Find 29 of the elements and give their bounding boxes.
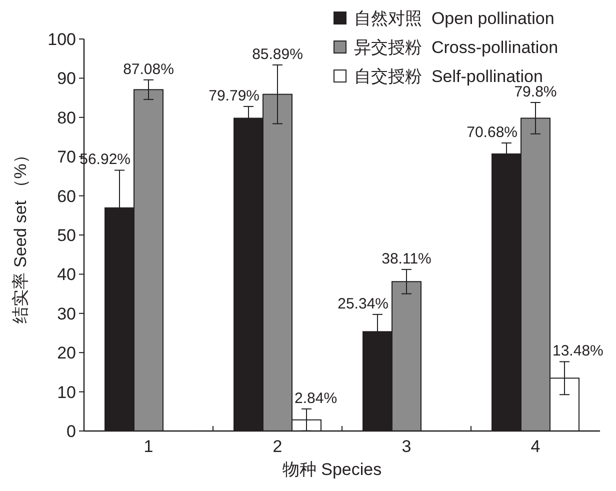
y-tick-label: 80 (57, 108, 76, 128)
x-tick-label: 4 (530, 437, 540, 456)
data-label: 38.11% (382, 250, 432, 268)
legend-label: 自然对照 Open pollination (354, 9, 554, 28)
legend-label: 自交授粉 Self-pollination (354, 67, 543, 86)
x-tick-label: 2 (272, 437, 282, 456)
y-tick-label: 60 (57, 186, 76, 206)
data-label: 79.8% (514, 84, 557, 101)
y-tick-label: 50 (57, 226, 76, 245)
data-label: 85.89% (252, 46, 303, 63)
y-axis-title: 结实率 Seed set （%） (11, 146, 30, 324)
y-tick-label: 90 (57, 69, 76, 88)
data-label: 79.79% (208, 87, 260, 104)
y-tick-label: 20 (57, 344, 76, 363)
y-tick-label: 10 (57, 382, 76, 402)
y-tick-label: 0 (66, 422, 76, 441)
data-label: 13.48% (552, 342, 604, 360)
legend-label: 异交授粉 Cross-pollination (354, 38, 558, 57)
data-label: 25.34% (338, 295, 388, 312)
y-tick-label: 40 (57, 265, 76, 284)
data-label: 2.84% (294, 390, 338, 407)
y-tick-label: 70 (57, 148, 76, 167)
data-label: 70.68% (466, 124, 518, 141)
y-tick-label: 100 (48, 30, 76, 49)
x-tick-label: 1 (144, 437, 154, 456)
x-axis-title: 物种 Species (282, 460, 382, 479)
y-tick-label: 30 (57, 304, 76, 324)
x-tick-label: 3 (402, 437, 412, 456)
data-label: 87.08% (123, 60, 174, 78)
